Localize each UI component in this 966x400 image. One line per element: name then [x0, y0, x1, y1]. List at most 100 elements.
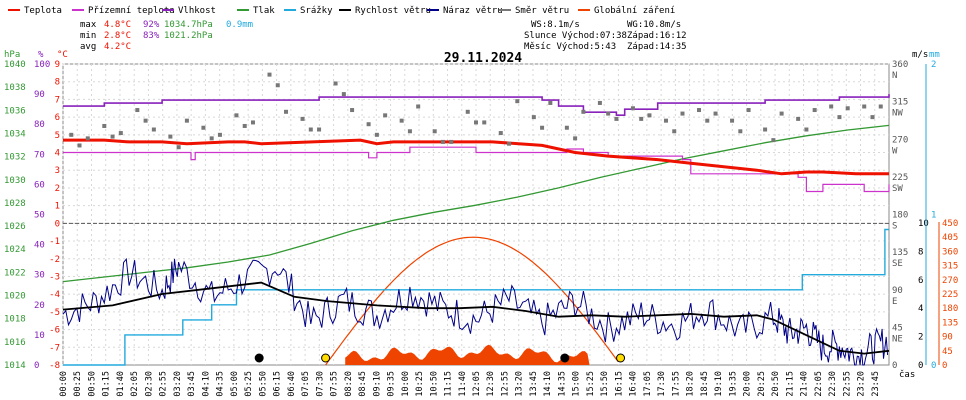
axis-c-tick: 0: [55, 219, 60, 229]
x-tick-label: 07:05: [301, 371, 311, 397]
axis-mm-tick: 1: [931, 211, 936, 221]
smer-point: [267, 72, 272, 77]
info-ws: WS:8.1m/s: [531, 20, 580, 30]
smer-point: [85, 136, 90, 141]
x-tick-label: 18:45: [700, 371, 710, 397]
axis-wm2-tick: 45: [942, 347, 953, 357]
smer-point: [275, 83, 280, 88]
smer-point: [333, 81, 338, 86]
axis-hpa-tick: 1024: [4, 245, 26, 255]
x-tick-label: 08:45: [358, 371, 368, 397]
smer-point: [184, 118, 189, 123]
series-teplota: [63, 138, 889, 176]
x-tick-label: 07:30: [315, 371, 325, 397]
smer-point: [507, 141, 512, 146]
smer-point: [796, 116, 801, 121]
x-tick-label: 10:25: [415, 371, 425, 397]
smer-point: [837, 115, 842, 120]
x-tick-label: 12:05: [472, 371, 482, 397]
stats-press-max: 1034.7hPa: [164, 20, 213, 30]
axis-hpa-unit: hPa: [4, 50, 20, 60]
smer-point: [250, 120, 255, 125]
smer-point: [878, 104, 883, 109]
smer-point: [341, 92, 346, 97]
info-wg: WG:10.8m/s: [627, 20, 681, 30]
axis-c-tick: 7: [55, 95, 60, 105]
axis-c-tick: -2: [49, 255, 60, 265]
smer-point: [300, 116, 305, 121]
x-tick-label: 01:40: [116, 371, 126, 397]
axis-dir-tick: 0: [892, 361, 897, 371]
smer-point: [350, 108, 355, 113]
x-tick-label: 22:05: [814, 371, 824, 397]
x-tick-label: 01:15: [102, 371, 112, 397]
axis-pct-tick: 50: [34, 211, 45, 221]
smer-point: [440, 139, 445, 144]
axis-pct-tick: 100: [34, 60, 50, 70]
smer-point: [606, 111, 611, 116]
x-tick-label: 03:20: [173, 371, 183, 397]
axis-hpa-tick: 1018: [4, 315, 26, 325]
axis-wm2-tick: 180: [942, 304, 958, 314]
x-tick-label: 20:25: [757, 371, 767, 397]
x-tick-label: 17:55: [671, 371, 681, 397]
x-tick-label: 19:35: [728, 371, 738, 397]
smer-point: [672, 129, 677, 134]
x-tick-label: 17:05: [643, 371, 653, 397]
axis-ms-tick: 0: [918, 361, 923, 371]
axis-hpa-tick: 1040: [4, 60, 26, 70]
x-tick-label: 13:45: [529, 371, 539, 397]
smer-point: [284, 109, 289, 114]
smer-point: [581, 109, 586, 114]
stats-label-avg: avg: [80, 42, 96, 52]
smer-point: [217, 132, 222, 137]
axis-dir-tick: 180: [892, 211, 908, 221]
smer-point: [407, 129, 412, 134]
axis-hpa-tick: 1032: [4, 153, 26, 163]
smer-point: [779, 111, 784, 116]
smer-point: [812, 108, 817, 113]
axis-c-tick: -8: [49, 361, 60, 371]
smer-point: [77, 143, 82, 148]
x-tick-label: 06:15: [273, 371, 283, 397]
x-tick-label: 02:30: [144, 371, 154, 397]
axis-c-tick: -4: [49, 290, 60, 300]
series-rychlost: [62, 281, 890, 355]
axis-dir-label: NE: [892, 334, 903, 344]
smer-point: [573, 136, 578, 141]
stats-temp-max: 4.8°C: [104, 20, 131, 30]
axis-pct-tick: 70: [34, 150, 45, 160]
smer-point: [176, 145, 181, 150]
stats-label-max: max: [80, 20, 97, 30]
x-tick-label: 04:10: [201, 371, 211, 397]
axis-c-tick: -7: [49, 343, 60, 353]
axis-wm2-tick: 360: [942, 247, 958, 257]
legend-label-pocitova: Přízemní teplota: [88, 6, 175, 16]
x-tick-label: 05:50: [258, 371, 268, 397]
axis-dir-tick: 360: [892, 60, 908, 70]
axis-hpa-tick: 1014: [4, 361, 26, 371]
axis-pct-tick: 90: [34, 90, 45, 100]
axis-dir-tick: 315: [892, 98, 908, 108]
smer-point: [531, 115, 536, 120]
x-tick-label: 02:05: [130, 371, 140, 397]
moonset-marker: [560, 353, 570, 363]
smer-point: [564, 125, 569, 130]
smer-point: [374, 132, 379, 137]
axis-ms-tick: 10: [918, 219, 929, 229]
smer-point: [763, 127, 768, 132]
axis-dir-tick: 90: [892, 286, 903, 296]
axis-c-unit: °C: [57, 50, 68, 60]
x-tick-label: 00:50: [87, 371, 97, 397]
smer-point: [771, 138, 776, 143]
smer-point: [135, 108, 140, 113]
axis-hpa-tick: 1022: [4, 268, 26, 278]
x-tick-label: 14:35: [557, 371, 567, 397]
axis-wm2-tick: 450: [942, 219, 958, 229]
x-tick-label: 00:25: [73, 371, 83, 397]
stats-rain-max: 0.9mm: [226, 20, 253, 30]
smer-point: [738, 129, 743, 134]
axis-c-tick: -1: [49, 237, 60, 247]
smer-point: [540, 125, 545, 130]
x-tick-label: 23:45: [871, 371, 881, 397]
